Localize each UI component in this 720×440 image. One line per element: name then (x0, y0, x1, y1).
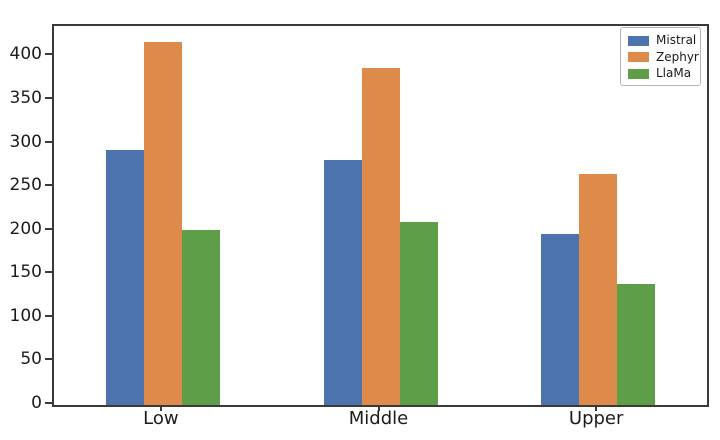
y-tick-mark (45, 184, 52, 187)
y-tick-label: 50 (20, 349, 42, 370)
y-tick-mark (45, 53, 52, 56)
y-tick-mark (45, 314, 52, 317)
legend-label-mistral: Mistral (656, 33, 697, 47)
legend-item-mistral: Mistral (628, 33, 697, 48)
legend-swatch-mistral (628, 35, 649, 46)
legend: Mistral Zephyr LlaMa (620, 27, 701, 86)
legend-swatch-llama (628, 68, 649, 79)
y-tick-label: 150 (9, 262, 42, 283)
x-tick-mark (159, 405, 162, 411)
y-tick-label: 100 (9, 305, 42, 326)
bar-mistral-upper (541, 234, 580, 405)
plot-area (52, 24, 709, 407)
legend-label-llama: LlaMa (656, 66, 692, 80)
y-tick-label: 350 (9, 88, 42, 109)
y-tick-label: 0 (31, 393, 42, 413)
legend-label-zephyr: Zephyr (656, 49, 699, 64)
y-tick-label: 400 (9, 44, 42, 65)
y-tick-mark (45, 97, 52, 100)
y-tick-mark (45, 140, 52, 143)
y-tick-label: 250 (9, 175, 42, 196)
legend-item-llama: LlaMa (628, 66, 694, 81)
x-tick-mark (377, 405, 380, 411)
bar-zephyr-low (143, 41, 182, 405)
x-tick-label-upper: Upper (568, 408, 624, 429)
bar-llama-middle (399, 222, 438, 405)
bar-mistral-middle (323, 160, 362, 405)
y-tick-mark (45, 271, 52, 274)
legend-item-zephyr: Zephyr (628, 50, 699, 65)
legend-swatch-zephyr (628, 52, 649, 62)
y-tick-label: 300 (9, 131, 42, 152)
y-tick-mark (45, 402, 52, 404)
bar-llama-upper (617, 283, 656, 405)
y-tick-label: 200 (9, 218, 42, 239)
bar-mistral-low (105, 149, 144, 405)
bar-zephyr-upper (579, 174, 618, 405)
x-tick-label-middle: Middle (348, 408, 409, 429)
x-tick-mark (595, 405, 598, 411)
y-tick-mark (45, 358, 52, 361)
y-tick-mark (45, 227, 52, 230)
x-tick-label-low: Low (143, 408, 179, 429)
bar-llama-low (181, 229, 220, 405)
bar-zephyr-middle (361, 67, 400, 405)
